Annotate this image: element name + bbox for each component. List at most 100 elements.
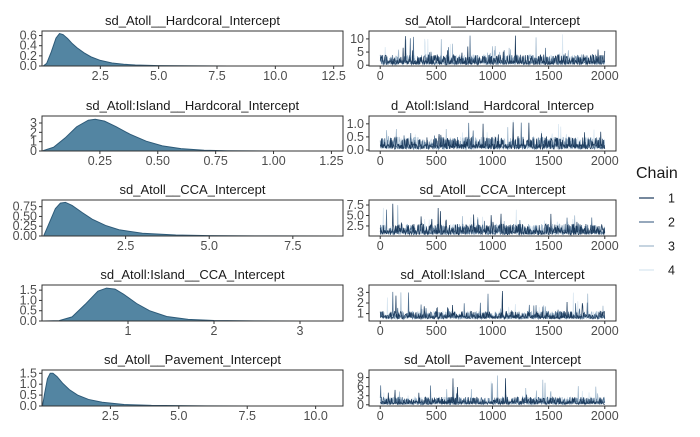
x-tick-label: 2 bbox=[211, 324, 218, 338]
density-line bbox=[43, 201, 343, 236]
panel-title: sd_Atoll:Island__Hardcoral_Intercept bbox=[86, 98, 300, 113]
x-tick-label: 0.75 bbox=[203, 154, 227, 168]
x-tick-label: 2000 bbox=[591, 409, 619, 423]
y-tick-label: 3 bbox=[357, 389, 364, 403]
legend-label-2: 2 bbox=[668, 216, 675, 230]
y-tick-label: 0.50 bbox=[13, 209, 37, 223]
x-tick-label: 7.5 bbox=[284, 239, 301, 253]
panel-1: sd_Atoll__Hardcoral_Intercept 2.5 5.0 7.5 10… bbox=[20, 13, 346, 83]
panel-title: sd_Atoll:Island__CCA_Intercept bbox=[400, 267, 585, 282]
panel-plot-area bbox=[379, 203, 606, 236]
legend-label-1: 1 bbox=[668, 192, 675, 206]
x-tick-label: 1000 bbox=[479, 324, 507, 338]
panel-plot-area bbox=[379, 375, 606, 406]
density-area bbox=[42, 288, 343, 321]
y-tick-label: 0 bbox=[357, 398, 364, 412]
y-tick-label: 1.0 bbox=[347, 117, 364, 131]
y-tick-label: 10 bbox=[350, 32, 364, 46]
y-tick-label: 0.00 bbox=[13, 229, 37, 243]
y-tick-label: 1 bbox=[30, 135, 37, 149]
panel-9: sd_Atoll__Pavement_Intercept 2.5 5.0 7.5 10.… bbox=[20, 352, 344, 423]
x-tick-label: 2.5 bbox=[102, 409, 119, 423]
y-tick-label: 0.2 bbox=[20, 49, 37, 63]
panel-3: sd_Atoll:Island__Hardcoral_Intercept 0.25… bbox=[30, 98, 344, 168]
x-tick-label: 3 bbox=[297, 324, 304, 338]
x-tick-label: 7.5 bbox=[208, 69, 225, 83]
y-tick-label: 1.0 bbox=[20, 293, 37, 307]
y-tick-label: 0.5 bbox=[20, 388, 37, 402]
y-tick-label: 0.6 bbox=[20, 29, 37, 43]
y-tick-label: 0.5 bbox=[20, 304, 37, 318]
y-tick-label: 0.4 bbox=[20, 39, 37, 53]
y-tick-label: 5.0 bbox=[347, 208, 364, 222]
y-tick-label: 0.0 bbox=[20, 399, 37, 413]
density-area bbox=[43, 33, 341, 66]
x-tick-label: 5.0 bbox=[150, 69, 167, 83]
panel-border bbox=[41, 284, 344, 322]
density-area bbox=[43, 202, 343, 236]
panel-border bbox=[41, 199, 344, 237]
x-tick-label: 0.50 bbox=[146, 154, 170, 168]
density-area bbox=[42, 119, 343, 151]
x-tick-label: 0 bbox=[377, 239, 384, 253]
x-tick-label: 500 bbox=[426, 154, 447, 168]
trace-chain-1 bbox=[379, 203, 606, 236]
y-tick-label: 0.5 bbox=[347, 130, 364, 144]
trace-chain-1 bbox=[379, 35, 606, 66]
panel-plot-area bbox=[379, 290, 606, 321]
panel-title: sd_Atoll:Island__CCA_Intercept bbox=[100, 267, 285, 282]
y-tick-label: 0.75 bbox=[13, 200, 37, 214]
y-tick-label: 9 bbox=[357, 371, 364, 385]
x-tick-label: 5.0 bbox=[170, 409, 187, 423]
trace-chain-1 bbox=[379, 122, 606, 151]
x-tick-label: 2000 bbox=[591, 324, 619, 338]
x-tick-label: 500 bbox=[426, 324, 447, 338]
x-tick-label: 1500 bbox=[535, 409, 563, 423]
density-area bbox=[42, 373, 343, 406]
x-tick-label: 10.0 bbox=[263, 69, 287, 83]
x-tick-label: 1 bbox=[125, 324, 132, 338]
x-tick-label: 1500 bbox=[535, 239, 563, 253]
x-tick-label: 2000 bbox=[591, 69, 619, 83]
trace-chain-1 bbox=[379, 290, 606, 321]
x-tick-label: 1.00 bbox=[261, 154, 285, 168]
panel-title: sd_Atoll__Hardcoral_Intercept bbox=[405, 13, 580, 28]
x-tick-label: 0 bbox=[377, 69, 384, 83]
x-tick-label: 1500 bbox=[535, 69, 563, 83]
y-tick-label: 7.5 bbox=[347, 198, 364, 212]
y-tick-label: 0.0 bbox=[347, 143, 364, 157]
panel-10: sd_Atoll__Pavement_Intercept 0 500 1000 1500… bbox=[357, 352, 619, 423]
y-tick-label: 0 bbox=[30, 144, 37, 158]
panel-plot-area bbox=[379, 34, 606, 66]
panel-border bbox=[41, 30, 344, 67]
panel-title: sd_Atoll__Pavement_Intercept bbox=[104, 352, 281, 367]
x-tick-label: 1500 bbox=[535, 154, 563, 168]
y-tick-label: 1.5 bbox=[20, 283, 37, 297]
y-tick-label: 0.0 bbox=[20, 59, 37, 73]
x-tick-label: 1000 bbox=[479, 69, 507, 83]
x-tick-label: 10.0 bbox=[303, 409, 327, 423]
x-tick-label: 5.0 bbox=[201, 239, 218, 253]
panel-plot-area bbox=[43, 201, 343, 236]
y-tick-label: 2.5 bbox=[347, 219, 364, 233]
y-tick-label: 5 bbox=[357, 45, 364, 59]
panel-6: sd_Atoll__CCA_Intercept 0 500 1000 1500 2000 2… bbox=[347, 182, 619, 253]
panel-plot-area bbox=[42, 118, 343, 151]
panel-plot-area bbox=[379, 120, 606, 151]
panel-border bbox=[41, 369, 344, 407]
y-tick-label: 2 bbox=[30, 125, 37, 139]
trace-chain-1 bbox=[379, 378, 605, 406]
x-tick-label: 2.5 bbox=[92, 69, 109, 83]
y-tick-label: 0 bbox=[357, 58, 364, 72]
panel-title: sd_Atoll__Pavement_Intercept bbox=[404, 352, 581, 367]
panel-8: sd_Atoll:Island__CCA_Intercept 0 500 1000 15… bbox=[357, 267, 619, 338]
panel-border bbox=[41, 115, 344, 152]
x-tick-label: 500 bbox=[426, 69, 447, 83]
x-tick-label: 1000 bbox=[479, 409, 507, 423]
x-tick-label: 0 bbox=[377, 154, 384, 168]
legend-title: Chain bbox=[636, 165, 678, 182]
x-tick-label: 500 bbox=[426, 409, 447, 423]
